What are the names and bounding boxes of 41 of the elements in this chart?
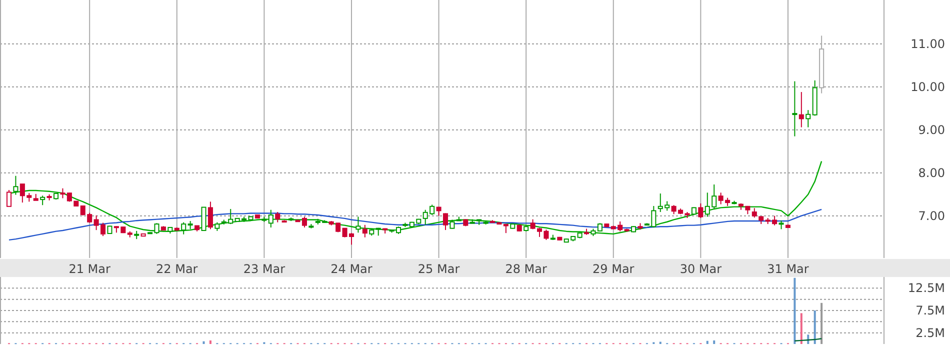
- candlestick: [356, 216, 361, 234]
- x-tick-label: 21 Mar: [68, 262, 111, 276]
- x-tick-label: 23 Mar: [243, 262, 286, 276]
- bar: [706, 340, 708, 344]
- candlestick: [208, 201, 213, 230]
- y-tick-label: 9.00: [918, 122, 945, 137]
- bar: [209, 340, 212, 344]
- bar: [800, 313, 802, 344]
- y-tick-label: 7.5M: [916, 304, 945, 318]
- x-tick-label: 25 Mar: [418, 262, 460, 276]
- candlestick: [275, 211, 280, 223]
- candlestick: [201, 206, 206, 231]
- x-tick-label: 31 Mar: [767, 262, 809, 276]
- y-tick-label: 10.00: [910, 80, 945, 94]
- candlestick: [268, 209, 274, 228]
- x-tick-label: 24 Mar: [330, 262, 372, 276]
- x-tick-label: 30 Mar: [680, 262, 722, 276]
- bar: [713, 340, 716, 344]
- candlestick: [60, 188, 66, 199]
- bar: [202, 341, 205, 344]
- y-tick-label: 8.00: [918, 166, 945, 180]
- candlestick: [503, 224, 508, 234]
- y-tick-label: 12.5M: [908, 281, 945, 296]
- bar: [794, 278, 796, 344]
- y-tick-label: 2.5M: [916, 326, 945, 340]
- x-tick-label: 22 Mar: [156, 262, 198, 276]
- candlestick: [806, 110, 811, 128]
- candlestick: [792, 80, 798, 137]
- line-series: [8, 208, 822, 241]
- candlestick: [181, 222, 186, 235]
- candlestick: [798, 92, 804, 128]
- candlestick: [362, 224, 368, 238]
- candlestick: [698, 202, 704, 219]
- y-tick-label: 11.00: [910, 36, 945, 51]
- candlestick: [450, 219, 455, 230]
- x-tick-label: 29 Mar: [592, 262, 634, 276]
- bar: [814, 310, 816, 344]
- y-tick-label: 7.00: [918, 208, 945, 223]
- candlestick: [40, 195, 46, 206]
- candlestick: [442, 212, 448, 231]
- x-tick-label: 28 Mar: [505, 262, 548, 276]
